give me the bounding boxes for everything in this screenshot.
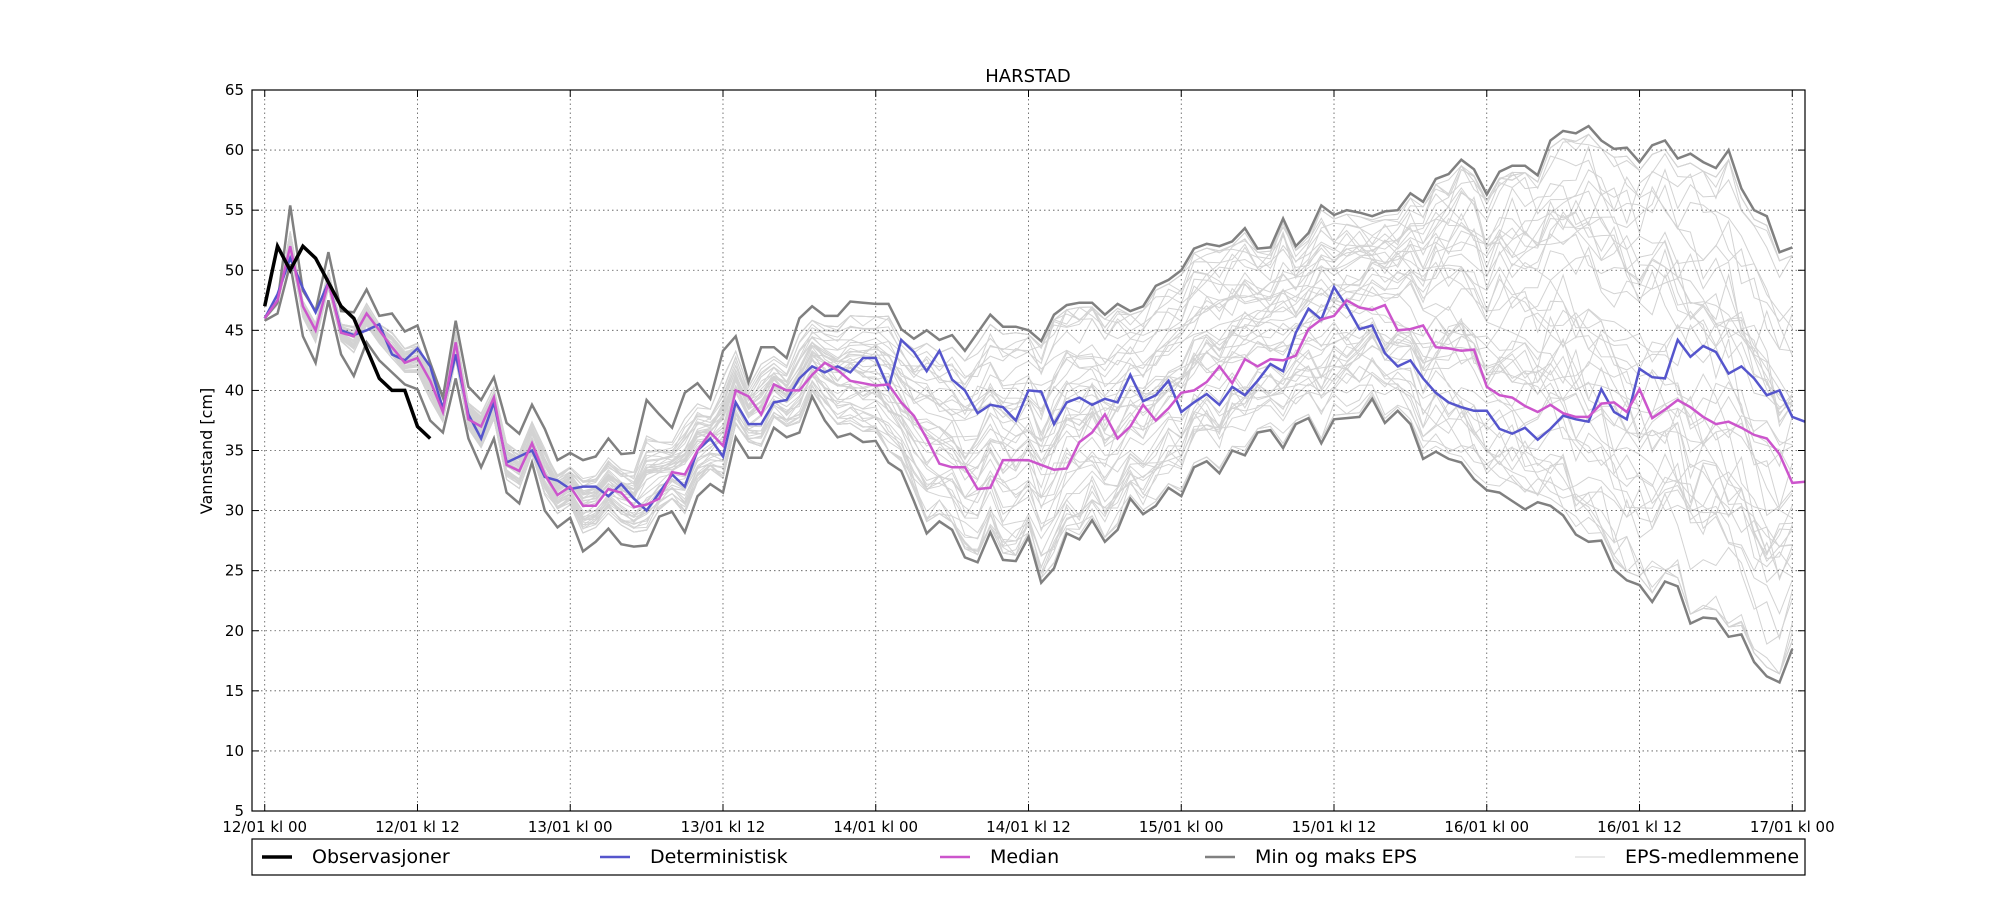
legend-label: Median	[990, 846, 1059, 868]
series-layer	[262, 124, 1806, 685]
grid	[252, 89, 1805, 812]
ensemble-member-line	[264, 145, 1793, 499]
axis-ticks: 12/01 kl 00 12/01 kl 12 13/01 kl 00 13/01 k…	[222, 81, 1834, 836]
x-tick-label: 16/01 kl 00	[1444, 818, 1529, 836]
y-tick-label: 65	[225, 81, 244, 99]
x-tick-label: 16/01 kl 12	[1597, 818, 1682, 836]
x-tick-label: 12/01 kl 00	[222, 818, 307, 836]
y-tick-label: 30	[225, 502, 244, 520]
y-tick-label: 55	[225, 201, 244, 219]
y-tick-label: 20	[225, 622, 244, 640]
y-tick-label: 50	[225, 261, 244, 279]
y-tick-label: 45	[225, 321, 244, 339]
y-tick-label: 15	[225, 682, 244, 700]
legend-label: Deterministisk	[650, 846, 788, 868]
ensemble-member-line	[264, 209, 1793, 483]
chart-title: HARSTAD	[985, 66, 1071, 87]
x-tick-label: 13/01 kl 00	[528, 818, 613, 836]
x-tick-label: 15/01 kl 00	[1139, 818, 1224, 836]
y-tick-label: 5	[234, 802, 244, 820]
ensemble-member-line	[264, 238, 1793, 521]
x-tick-label: 14/01 kl 00	[833, 818, 918, 836]
y-axis-label: Vannstand [cm]	[197, 388, 216, 514]
x-tick-label: 12/01 kl 12	[375, 818, 460, 836]
x-tick-label: 13/01 kl 12	[681, 818, 766, 836]
legend-label: EPS-medlemmene	[1625, 846, 1799, 868]
y-tick-label: 10	[225, 742, 244, 760]
y-tick-label: 60	[225, 141, 244, 159]
y-tick-label: 35	[225, 442, 244, 460]
observations-line	[262, 241, 432, 440]
legend-label: Observasjoner	[312, 846, 450, 868]
max-eps-line	[263, 124, 1793, 462]
y-tick-label: 40	[225, 381, 244, 399]
legend: Observasjoner Deterministisk Median Min og …	[251, 838, 1806, 876]
x-tick-label: 17/01 kl 00	[1750, 818, 1835, 836]
x-tick-label: 15/01 kl 12	[1292, 818, 1377, 836]
median-line	[263, 245, 1806, 509]
legend-label: Min og maks EPS	[1255, 846, 1417, 868]
deterministic-line	[263, 254, 1806, 513]
ensemble-member-line	[264, 246, 1793, 645]
legend-frame	[251, 838, 1806, 876]
y-tick-label: 25	[225, 562, 244, 580]
x-tick-label: 14/01 kl 12	[986, 818, 1071, 836]
min-eps-line	[264, 263, 1794, 685]
